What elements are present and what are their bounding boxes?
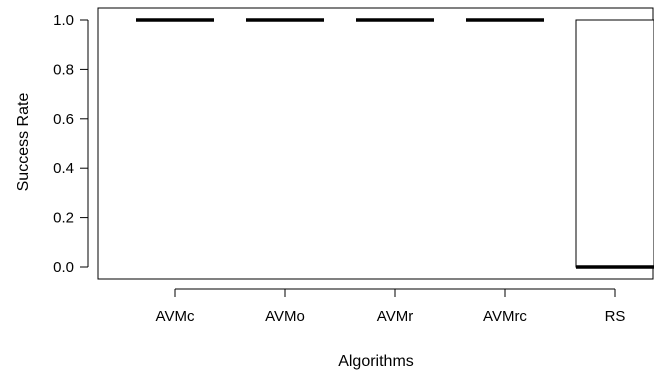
plot-frame-layer (97, 7, 654, 280)
y-axis: 0.0 0.2 0.4 0.6 0.8 1.0 (53, 12, 89, 276)
y-tick-label: 0.2 (53, 210, 74, 227)
y-tick-label: 0.8 (53, 61, 74, 78)
y-axis-label: Success Rate (15, 93, 32, 192)
x-axis-label: Algorithms (338, 353, 414, 370)
y-tick-label: 1.0 (53, 12, 74, 29)
x-tick-label-rs: RS (605, 308, 626, 325)
y-tick-label: 0.4 (53, 160, 74, 177)
y-tick-label: 0.6 (53, 111, 74, 128)
boxes-layer (136, 18, 654, 269)
x-tick-label-avmrc: AVMrc (483, 308, 527, 325)
x-tick-label-avmr: AVMr (377, 308, 413, 325)
plot-frame (97, 7, 654, 280)
box-rs (575, 19, 654, 269)
y-tick-label: 0.0 (53, 259, 74, 276)
box-rect (575, 19, 654, 268)
x-tick-label-avmo: AVMo (265, 308, 305, 325)
x-axis: AVMc AVMo AVMr AVMrc RS (156, 288, 626, 325)
x-tick-label-avmc: AVMc (156, 308, 195, 325)
